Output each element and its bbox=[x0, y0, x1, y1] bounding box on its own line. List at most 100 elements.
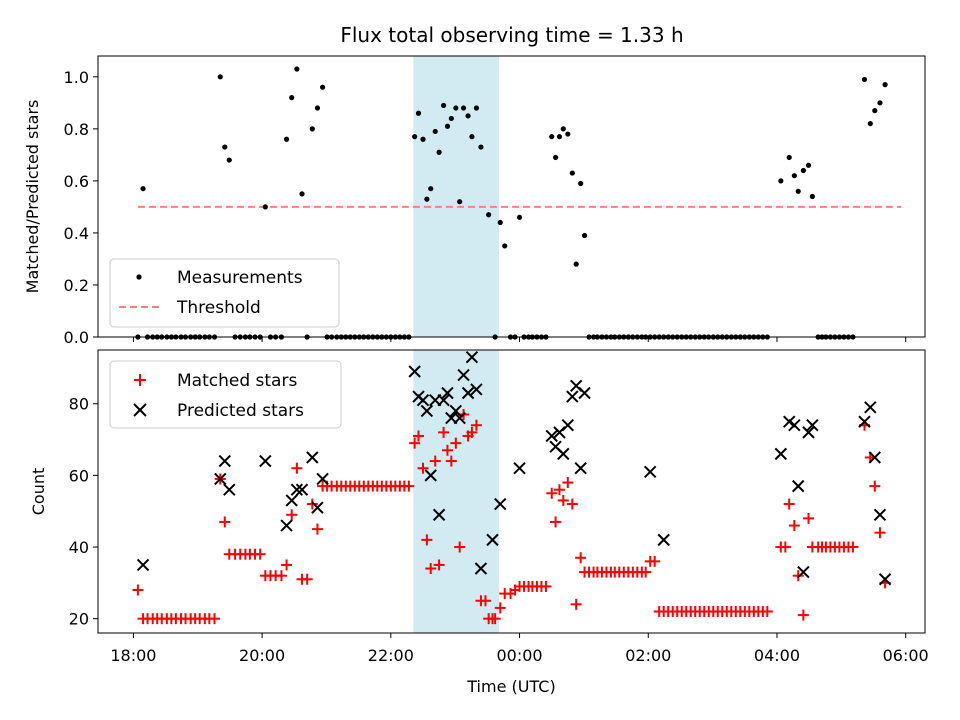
measurement-point bbox=[549, 134, 555, 140]
measurement-point bbox=[578, 180, 584, 187]
count-y-tick-label: 40 bbox=[69, 538, 89, 557]
measurement-point bbox=[294, 66, 300, 72]
count-y-label: Count bbox=[29, 468, 48, 516]
time-x-tick-label: 02:00 bbox=[625, 646, 671, 665]
matched-star-point bbox=[450, 437, 462, 449]
count-axes-frame bbox=[97, 349, 926, 634]
measurement-point bbox=[809, 193, 815, 200]
matched-star-point bbox=[649, 555, 661, 567]
ratio-y-label: Matched/Predicted stars bbox=[23, 100, 42, 294]
predicted-star-point bbox=[802, 426, 815, 439]
matched-star-point bbox=[421, 534, 433, 546]
predicted-star-point bbox=[461, 386, 475, 400]
time-x-tick-label: 04:00 bbox=[754, 646, 800, 665]
measurement-point bbox=[877, 100, 883, 106]
predicted-star-point bbox=[449, 404, 463, 418]
predicted-star-point bbox=[218, 454, 231, 468]
measurement-point bbox=[778, 178, 784, 184]
measurement-point bbox=[473, 105, 480, 111]
predicted-star-point bbox=[513, 462, 526, 475]
ratio-axes-frame bbox=[97, 55, 926, 338]
predicted-star-point bbox=[774, 447, 788, 461]
measurement-point bbox=[502, 243, 508, 249]
predicted-star-point bbox=[868, 451, 882, 464]
matched-star-point bbox=[797, 609, 809, 621]
predicted-star-point bbox=[432, 508, 446, 521]
predicted-star-point bbox=[453, 411, 466, 425]
matched-star-point bbox=[489, 613, 501, 625]
legend-predicted-label: Predicted stars bbox=[177, 401, 304, 421]
matched-star-point bbox=[566, 498, 578, 510]
matched-star-point bbox=[441, 444, 453, 456]
measurement-point bbox=[791, 173, 797, 179]
legend-threshold-label: Threshold bbox=[176, 298, 261, 318]
count-legend: Matched stars Predicted stars bbox=[109, 360, 342, 429]
measurement-point bbox=[861, 76, 868, 83]
ratio-panel: 0.0 0.2 0.4 0.6 0.8 1.0 Matched/Predicted sta… bbox=[23, 55, 926, 347]
ratio-y-tick-label: 0.4 bbox=[64, 224, 89, 243]
legend-predicted-marker bbox=[133, 403, 147, 417]
matched-star-point bbox=[575, 552, 587, 564]
time-x-tick-label: 06:00 bbox=[883, 646, 929, 665]
measurement-point bbox=[420, 136, 426, 142]
predicted-star-point bbox=[437, 393, 450, 407]
measurement-point bbox=[453, 105, 459, 111]
measurement-point bbox=[556, 134, 563, 140]
matched-star-point bbox=[466, 426, 478, 438]
predicted-star-point bbox=[858, 415, 871, 428]
measurement-point bbox=[309, 126, 315, 132]
measurement-point bbox=[805, 162, 812, 168]
measurement-point bbox=[465, 113, 471, 119]
matched-star-point bbox=[557, 494, 569, 506]
matched-star-point bbox=[132, 584, 144, 596]
predicted-star-point bbox=[280, 519, 293, 532]
measurement-point bbox=[552, 154, 559, 161]
measurement-point bbox=[428, 186, 434, 192]
predicted-star-point bbox=[657, 533, 670, 547]
predicted-star-point bbox=[136, 558, 150, 572]
matched-star-points bbox=[132, 408, 891, 625]
measurement-point bbox=[314, 105, 321, 111]
measurement-point bbox=[460, 105, 467, 111]
matched-star-point bbox=[286, 509, 298, 521]
matched-star-point bbox=[494, 602, 506, 614]
measurement-point bbox=[800, 167, 806, 174]
legend-matched-marker bbox=[134, 374, 146, 386]
matched-star-point bbox=[275, 570, 287, 582]
matched-star-point bbox=[479, 595, 491, 607]
measurement-point bbox=[262, 204, 268, 210]
count-panel: 20 40 60 80 18:00 20:00 22:00 00:00 02:00 04:00 0… bbox=[29, 349, 929, 696]
matched-star-point bbox=[409, 437, 421, 449]
measurement-point bbox=[867, 121, 873, 127]
measurement-point bbox=[882, 82, 888, 88]
measurement-point bbox=[424, 196, 430, 202]
matched-star-point bbox=[454, 541, 466, 553]
predicted-star-point bbox=[578, 386, 591, 400]
observing-window-shade-top bbox=[413, 56, 499, 337]
matched-star-point bbox=[445, 455, 457, 467]
observing-window-shade-bottom bbox=[413, 350, 499, 633]
matched-star-point bbox=[550, 516, 562, 528]
predicted-star-point bbox=[566, 390, 579, 403]
measurement-point bbox=[795, 188, 801, 194]
measurement-point bbox=[581, 232, 588, 239]
measurement-point bbox=[478, 144, 484, 150]
ratio-y-tick-label: 0.8 bbox=[64, 120, 89, 139]
measurement-point bbox=[444, 123, 451, 129]
matched-star-point bbox=[874, 527, 886, 539]
matched-star-point bbox=[847, 541, 859, 553]
ratio-y-tick-label: 0.6 bbox=[64, 172, 89, 191]
measurement-point bbox=[516, 214, 523, 220]
matched-star-point bbox=[425, 563, 437, 575]
measurement-point bbox=[560, 126, 566, 132]
matched-star-point bbox=[291, 462, 303, 474]
legend-matched-label: Matched stars bbox=[177, 371, 297, 391]
predicted-star-point bbox=[214, 472, 227, 486]
matched-star-point bbox=[761, 606, 773, 618]
predicted-star-point bbox=[494, 497, 507, 511]
measurement-point bbox=[441, 102, 447, 109]
count-y-tick-label: 20 bbox=[69, 610, 89, 629]
matched-star-point bbox=[311, 523, 323, 535]
predicted-star-point bbox=[316, 472, 329, 486]
